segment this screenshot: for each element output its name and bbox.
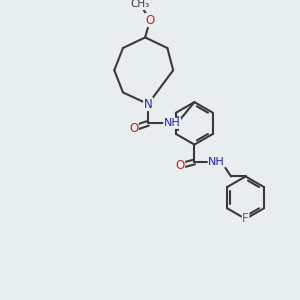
Text: O: O xyxy=(129,122,138,135)
Text: F: F xyxy=(242,212,249,225)
Text: NH: NH xyxy=(164,118,181,128)
Text: N: N xyxy=(144,98,152,110)
Text: NH: NH xyxy=(208,157,225,167)
Text: O: O xyxy=(175,159,184,172)
Text: CH₃: CH₃ xyxy=(131,0,150,9)
Text: O: O xyxy=(146,14,154,26)
